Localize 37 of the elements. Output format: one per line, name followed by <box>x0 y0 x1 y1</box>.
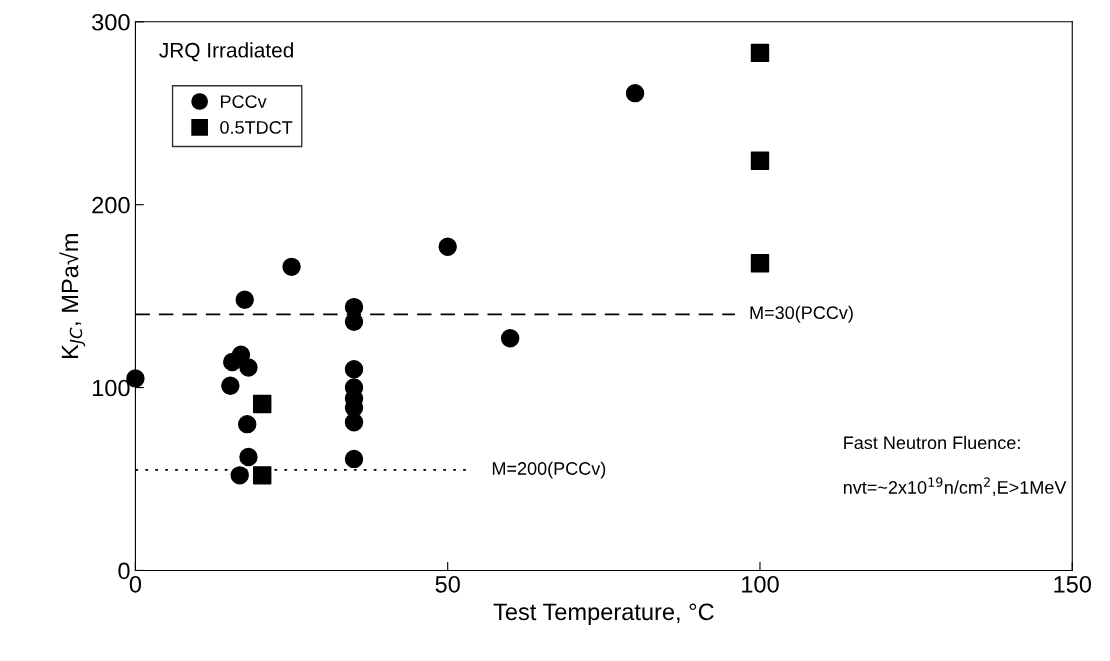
x-tick-label: 100 <box>742 575 779 593</box>
y-axis-title: K$_{JC}$, MPa√m <box>59 234 86 358</box>
y-tick-label: 300 <box>92 13 130 31</box>
point <box>438 237 457 256</box>
point <box>239 358 258 377</box>
annotation: M=200(PCCv) <box>492 461 606 479</box>
point <box>344 312 364 331</box>
x-tick-label: 50 <box>435 575 460 593</box>
point <box>253 466 272 485</box>
point <box>500 328 520 348</box>
point <box>750 151 770 170</box>
legend-label: PCCv <box>220 95 267 108</box>
legend-label: 0.5TDCT <box>220 121 293 134</box>
point <box>344 413 364 432</box>
point <box>344 449 364 469</box>
point <box>235 290 254 309</box>
point <box>344 360 364 379</box>
point <box>239 447 258 467</box>
point <box>238 414 257 434</box>
point <box>253 394 272 414</box>
annotation: M=30(PCCv) <box>750 305 853 323</box>
point <box>221 376 240 395</box>
x-tick-label: 0 <box>129 575 142 593</box>
y-tick-label: 200 <box>92 196 130 214</box>
point <box>750 254 770 273</box>
point <box>750 43 770 63</box>
point <box>223 352 242 372</box>
annotation: JRQ Irradiated <box>159 42 293 62</box>
point <box>230 466 249 485</box>
point <box>282 257 301 277</box>
annotation: Fast Neutron Fluence: <box>844 435 1020 450</box>
x-axis-title: Test Temperature, °C <box>493 603 714 625</box>
y-tick-label: 100 <box>92 379 130 397</box>
annotation: nvt=~2x10$^{19}$n/cm$^{2}$,E>1MeV <box>843 477 1067 496</box>
point <box>625 83 645 103</box>
x-tick-label: 150 <box>1054 575 1092 593</box>
y-tick-label: 0 <box>118 562 130 580</box>
